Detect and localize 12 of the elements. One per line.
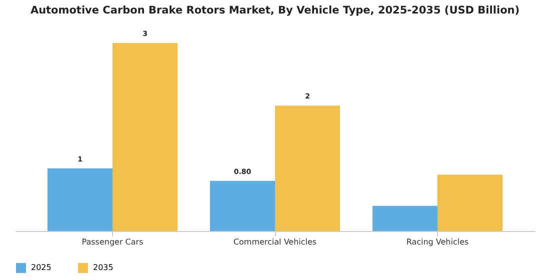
legend-label: 2035: [93, 263, 114, 272]
x-tick-label: Passenger Cars: [82, 238, 144, 246]
legend-label: 2025: [31, 263, 52, 272]
bar: [372, 206, 438, 231]
chart-title: Automotive Carbon Brake Rotors Market, By Vehicle Type, 2025-2035 (USD Billion): [30, 4, 520, 16]
bar: [210, 180, 275, 231]
bar: [112, 43, 178, 231]
bar: [438, 174, 502, 231]
bar: [48, 168, 112, 231]
x-tick-label: Racing Vehicles: [406, 238, 469, 246]
x-tick-label: Commercial Vehicles: [233, 238, 317, 246]
bar: [275, 106, 340, 231]
